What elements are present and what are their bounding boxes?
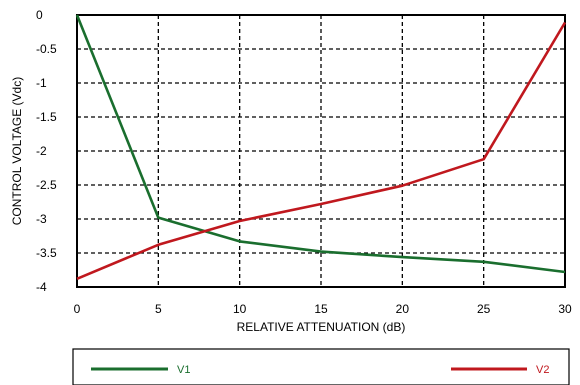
series-layer <box>75 14 567 280</box>
x-axis-title: RELATIVE ATTENUATION (dB) <box>237 320 406 334</box>
y-tick-label: -1 <box>36 76 47 90</box>
y-tick-label: -2 <box>36 144 47 158</box>
y-tick-label: -2.5 <box>36 178 57 192</box>
legend: V1 V2 <box>72 348 570 385</box>
y-tick-label: -3.5 <box>36 246 57 260</box>
series-line-v1 <box>75 14 566 274</box>
grid <box>77 15 565 287</box>
x-tick-label: 30 <box>558 302 572 316</box>
legend-label-v1: V1 <box>177 364 190 376</box>
y-tick-label: -4 <box>36 280 47 294</box>
x-tick-label: 25 <box>477 302 491 316</box>
x-tick-label: 5 <box>155 302 162 316</box>
y-tick-label: 0 <box>36 8 43 22</box>
tick-labels: 0 5 10 15 20 25 30 0 -0.5 -1 -1.5 -2 -2.5 -3 -3.5 -4 <box>36 8 572 316</box>
legend-label-v2: V2 <box>536 364 549 376</box>
x-tick-label: 15 <box>314 302 328 316</box>
plot-frame <box>76 14 566 288</box>
legend-box <box>72 348 570 385</box>
x-tick-label: 0 <box>74 302 81 316</box>
y-tick-label: -1.5 <box>36 110 57 124</box>
series-line-v2 <box>76 21 567 280</box>
x-tick-label: 10 <box>233 302 247 316</box>
x-tick-label: 20 <box>396 302 410 316</box>
y-tick-label: -3 <box>36 212 47 226</box>
y-axis-title: CONTROL VOLTAGE (Vdc) <box>10 77 24 225</box>
y-tick-label: -0.5 <box>36 42 57 56</box>
